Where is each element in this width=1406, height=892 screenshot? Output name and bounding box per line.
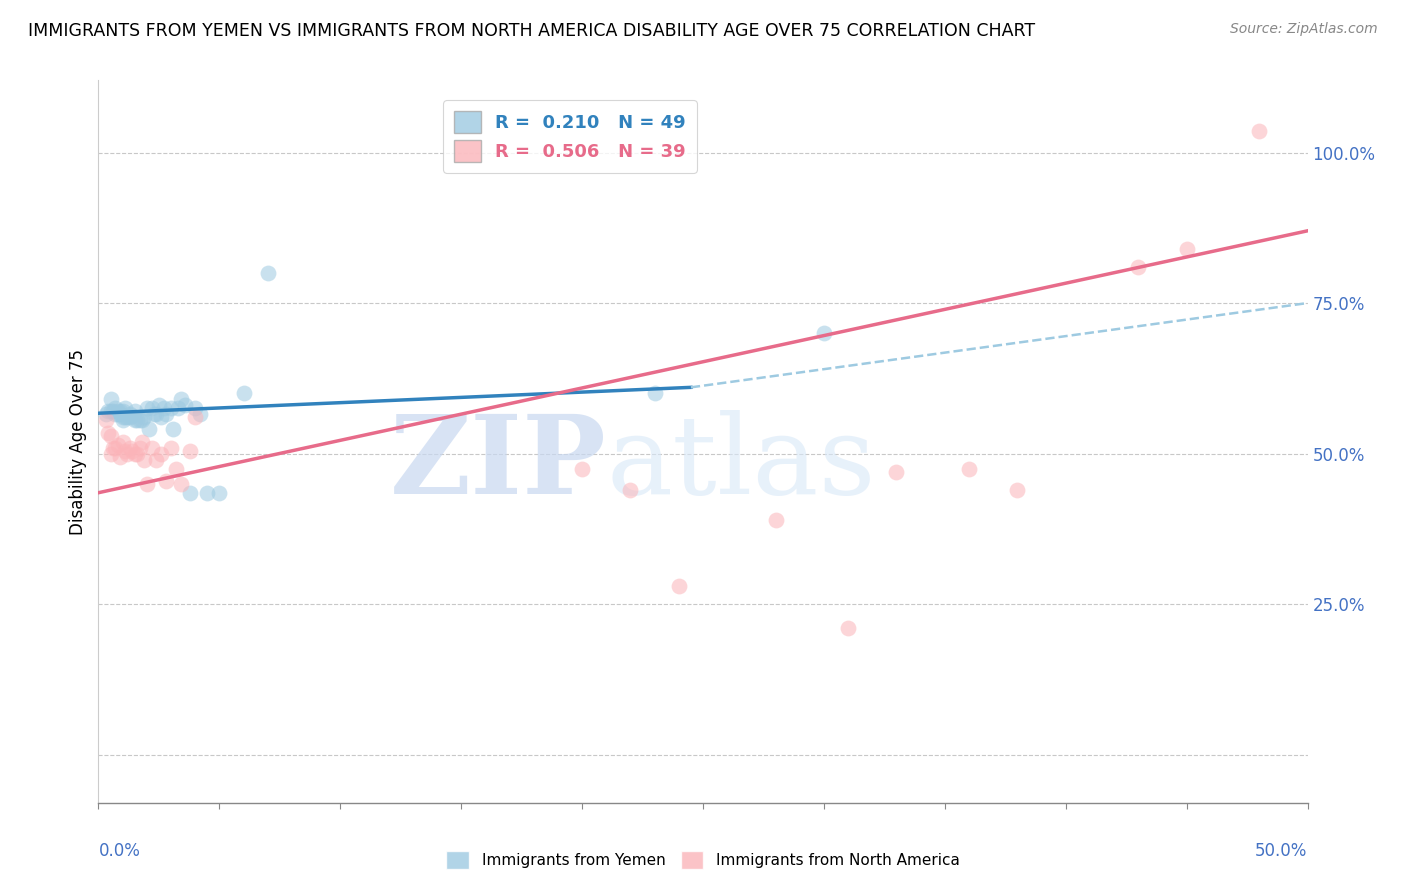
Point [155,474,177,488]
Point [107,404,129,418]
Point [128,441,150,455]
Point [162,423,184,437]
Point [765,513,787,527]
Text: atlas: atlas [606,409,876,516]
Point [167,401,190,416]
Point [101,441,124,455]
Point [150,410,173,425]
Point [188,408,211,422]
Point [138,423,160,437]
Point [152,401,174,416]
Point [150,446,173,460]
Y-axis label: Disability Age Over 75: Disability Age Over 75 [69,349,87,534]
Point [143,408,166,422]
Point [100,392,122,407]
Point [128,413,150,427]
Point [127,413,149,427]
Point [165,461,187,475]
Point [1128,260,1150,274]
Point [94,413,117,427]
Point [127,446,149,460]
Point [104,401,127,416]
Point [957,461,980,475]
Point [94,408,117,422]
Point [107,408,129,422]
Point [145,452,167,467]
Text: ZIP: ZIP [389,409,606,516]
Point [108,404,131,418]
Point [1007,483,1029,497]
Point [121,409,143,424]
Point [141,401,163,416]
Point [179,443,201,458]
Point [619,483,641,497]
Point [134,410,156,425]
Point [160,441,183,455]
Point [174,398,197,412]
Point [97,425,120,440]
Point [1249,124,1271,138]
Point [108,450,131,464]
Point [813,326,835,341]
Point [114,443,136,458]
Text: IMMIGRANTS FROM YEMEN VS IMMIGRANTS FROM NORTH AMERICA DISABILITY AGE OVER 75 CO: IMMIGRANTS FROM YEMEN VS IMMIGRANTS FROM… [28,22,1035,40]
Point [184,401,207,416]
Point [117,446,139,460]
Point [111,413,134,427]
Point [232,386,254,401]
Point [108,408,131,422]
Point [208,485,231,500]
Point [118,441,141,455]
Point [117,410,139,425]
Point [104,408,127,422]
Point [169,392,191,407]
Point [111,404,134,418]
Point [104,441,127,455]
Point [169,476,191,491]
Point [668,579,690,593]
Point [131,434,153,449]
Point [195,485,218,500]
Point [114,401,136,416]
Point [571,461,593,475]
Point [121,443,143,458]
Legend: Immigrants from Yemen, Immigrants from North America: Immigrants from Yemen, Immigrants from N… [440,845,966,875]
Point [118,410,141,425]
Point [644,386,666,401]
Point [114,410,136,425]
Point [135,401,157,416]
Point [131,413,153,427]
Point [100,446,122,460]
Point [141,441,163,455]
Point [100,428,122,442]
Text: 50.0%: 50.0% [1256,842,1308,860]
Point [256,266,278,280]
Point [107,437,129,451]
Text: Source: ZipAtlas.com: Source: ZipAtlas.com [1230,22,1378,37]
Point [134,452,156,467]
Point [124,413,146,427]
Point [118,408,141,422]
Point [124,404,146,418]
Point [101,404,124,418]
Point [148,398,170,412]
Text: 0.0%: 0.0% [98,842,141,860]
Point [886,465,908,479]
Point [155,408,177,422]
Point [124,446,146,460]
Point [145,408,167,422]
Point [837,621,859,635]
Point [135,476,157,491]
Point [1175,242,1198,256]
Point [111,410,134,425]
Legend: R =  0.210   N = 49, R =  0.506   N = 39: R = 0.210 N = 49, R = 0.506 N = 39 [443,100,697,173]
Point [100,404,122,418]
Point [184,410,207,425]
Point [97,404,120,418]
Point [179,485,201,500]
Point [111,434,134,449]
Point [160,401,183,416]
